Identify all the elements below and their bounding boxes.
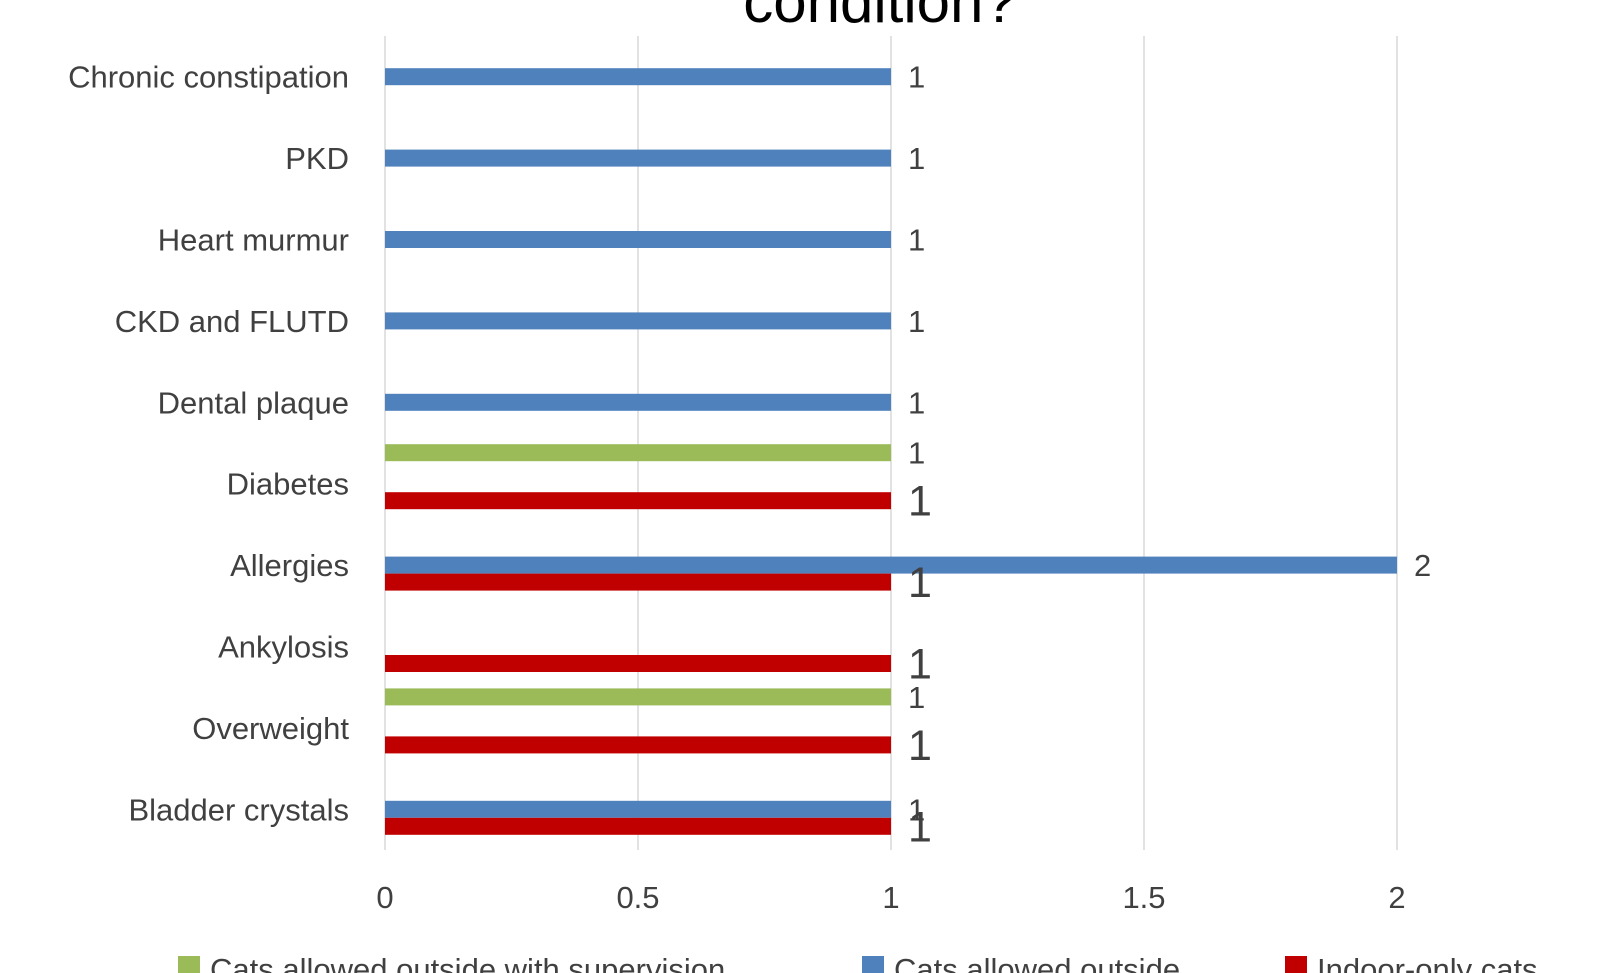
bar — [385, 68, 891, 86]
x-tick-label: 1 — [882, 880, 899, 915]
data-label: 2 — [1414, 548, 1431, 583]
bar — [385, 736, 891, 754]
x-tick-label: 0 — [376, 880, 393, 915]
bar — [385, 655, 891, 672]
category-label: Dental plaque — [158, 385, 349, 420]
data-label: 1 — [908, 60, 925, 95]
bar — [385, 312, 891, 330]
category-labels: Bladder crystals Overweight Ankylosis Aller… — [68, 60, 349, 828]
legend-label: Cats allowed outside with supervision — [210, 952, 725, 973]
bar — [385, 231, 891, 248]
bar — [385, 444, 891, 462]
data-label: 1 — [908, 141, 925, 176]
data-label: 1 — [908, 722, 932, 770]
bar — [385, 688, 891, 706]
bar — [385, 573, 891, 591]
category-label: Heart murmur — [158, 223, 349, 258]
legend-label: Indoor-only cats — [1317, 952, 1538, 973]
data-label: 1 — [908, 385, 925, 420]
data-label: 1 — [908, 803, 932, 851]
legend-swatch — [1285, 956, 1307, 973]
category-label: Allergies — [230, 548, 349, 583]
category-label: Diabetes — [227, 467, 349, 502]
legend-swatch — [862, 956, 884, 973]
category-label: Ankylosis — [218, 630, 349, 665]
category-label: PKD — [285, 141, 349, 176]
data-label: 1 — [908, 559, 932, 607]
bar — [385, 492, 891, 510]
data-label: 1 — [908, 641, 932, 689]
category-label: CKD and FLUTD — [115, 304, 349, 339]
legend-swatch — [178, 956, 200, 973]
data-label: 1 — [908, 478, 932, 526]
data-label: 1 — [908, 436, 925, 471]
legend-label: Cats allowed outside — [894, 952, 1180, 973]
x-axis-ticks: 0 0.5 1 1.5 2 — [376, 880, 1405, 915]
bars — [385, 68, 1397, 835]
category-label: Chronic constipation — [68, 60, 349, 95]
data-label: 1 — [908, 792, 925, 827]
bar — [385, 800, 891, 818]
bar — [385, 556, 1397, 574]
category-label: Bladder crystals — [128, 792, 349, 827]
x-tick-label: 2 — [1388, 880, 1405, 915]
chart-title: condition? — [743, 0, 1017, 35]
data-label: 1 — [908, 680, 925, 715]
gridlines — [384, 36, 1398, 850]
bar — [385, 149, 891, 167]
data-label: 1 — [908, 304, 925, 339]
bar — [385, 817, 891, 835]
bar — [385, 393, 891, 411]
legend: Cats allowed outside with supervision Cat… — [178, 952, 1538, 973]
x-tick-label: 0.5 — [616, 880, 659, 915]
data-label: 1 — [908, 223, 925, 258]
category-label: Overweight — [192, 711, 349, 746]
x-tick-label: 1.5 — [1122, 880, 1165, 915]
